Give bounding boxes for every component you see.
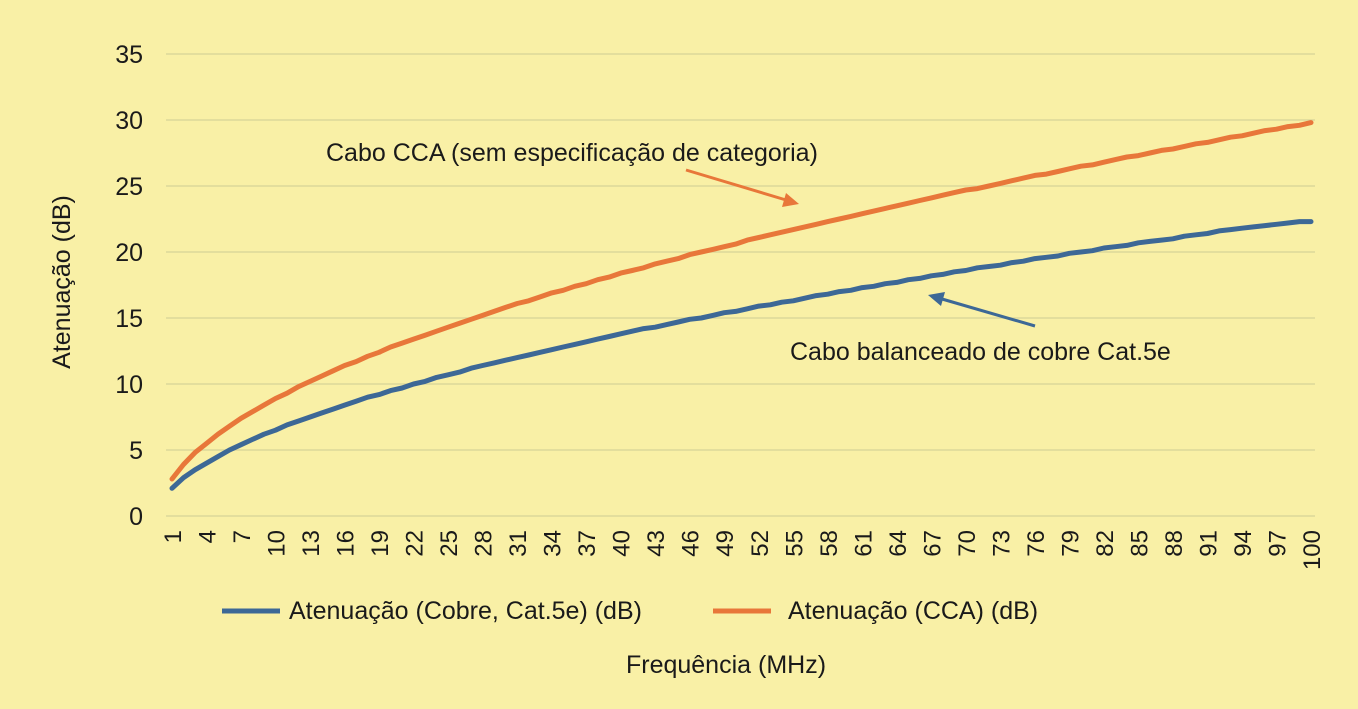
annotation-cca-cable: Cabo CCA (sem especificação de categoria… (326, 139, 818, 207)
gridlines (166, 53, 1315, 517)
x-tick-label-34: 34 (540, 530, 567, 557)
x-tick-label-28: 28 (471, 530, 498, 557)
x-tick-label-31: 31 (505, 530, 532, 557)
y-axis-label: Atenuação (dB) (48, 195, 76, 369)
y-tick-label-25: 25 (115, 173, 143, 201)
x-tick-label-52: 52 (747, 530, 774, 557)
y-tick-label-30: 30 (115, 107, 143, 135)
x-tick-label-1: 1 (160, 530, 187, 543)
x-tick-label-46: 46 (678, 530, 705, 557)
x-tick-label-25: 25 (436, 530, 463, 557)
x-tick-label-58: 58 (816, 530, 843, 557)
x-tick-label-88: 88 (1161, 530, 1188, 557)
annotation-cat5e-label: Cabo balanceado de cobre Cat.5e (790, 338, 1171, 366)
x-tick-label-43: 43 (643, 530, 670, 557)
x-tick-label-70: 70 (954, 530, 981, 557)
x-tick-label-22: 22 (402, 530, 429, 557)
x-tick-label-13: 13 (298, 530, 325, 557)
x-tick-label-49: 49 (712, 530, 739, 557)
annotation-cca-arrow (685, 168, 787, 202)
x-tick-label-100: 100 (1299, 530, 1326, 570)
x-tick-label-40: 40 (609, 530, 636, 557)
x-tick-label-61: 61 (850, 530, 877, 557)
y-tick-label-5: 5 (129, 437, 143, 465)
x-tick-label-16: 16 (333, 530, 360, 557)
x-tick-label-91: 91 (1195, 530, 1222, 557)
series-lines (169, 120, 1314, 491)
y-tick-label-15: 15 (115, 305, 143, 333)
y-tick-label-20: 20 (115, 239, 143, 267)
x-tick-label-82: 82 (1092, 530, 1119, 557)
x-tick-label-85: 85 (1126, 530, 1153, 557)
x-tick-label-19: 19 (367, 530, 394, 557)
annotation-cat5e-arrowhead (928, 292, 945, 306)
x-axis-tick-labels: 1 4 7 10 13 16 19 22 25 28 31 34 37 40 43 46 49 52 55 58 61 6… (160, 530, 1326, 570)
legend: Atenuação (Cobre, Cat.5e) (dB) Atenuação… (222, 597, 1038, 625)
x-tick-label-94: 94 (1230, 530, 1257, 557)
x-tick-label-55: 55 (781, 530, 808, 557)
y-tick-label-35: 35 (115, 41, 143, 69)
x-tick-label-64: 64 (885, 530, 912, 557)
x-tick-label-67: 67 (919, 530, 946, 557)
legend-item-cobre: Atenuação (Cobre, Cat.5e) (dB) (222, 597, 642, 625)
x-tick-label-37: 37 (574, 530, 601, 557)
y-tick-label-10: 10 (115, 371, 143, 399)
y-tick-label-0: 0 (129, 503, 143, 531)
x-tick-label-7: 7 (229, 530, 256, 543)
x-tick-label-97: 97 (1264, 530, 1291, 557)
y-axis-tick-labels: 0 5 10 15 20 25 30 35 (115, 41, 143, 531)
legend-label-cca: Atenuação (CCA) (dB) (788, 597, 1038, 625)
x-tick-label-10: 10 (264, 530, 291, 557)
legend-label-cobre: Atenuação (Cobre, Cat.5e) (dB) (289, 597, 642, 625)
x-axis-label: Frequência (MHz) (626, 651, 826, 679)
series-line-cobre-cat5e (169, 219, 1314, 491)
x-tick-label-76: 76 (1023, 530, 1050, 557)
x-tick-label-73: 73 (988, 530, 1015, 557)
series-line-cca (169, 120, 1314, 482)
annotation-cat5e-arrow (941, 297, 1036, 328)
annotation-cat5e-cable: Cabo balanceado de cobre Cat.5e (790, 292, 1171, 366)
annotation-cca-arrowhead (782, 193, 799, 207)
annotation-cca-label: Cabo CCA (sem especificação de categoria… (326, 139, 818, 167)
legend-item-cca: Atenuação (CCA) (dB) (713, 597, 1038, 625)
x-tick-label-4: 4 (195, 530, 222, 543)
x-tick-label-79: 79 (1057, 530, 1084, 557)
